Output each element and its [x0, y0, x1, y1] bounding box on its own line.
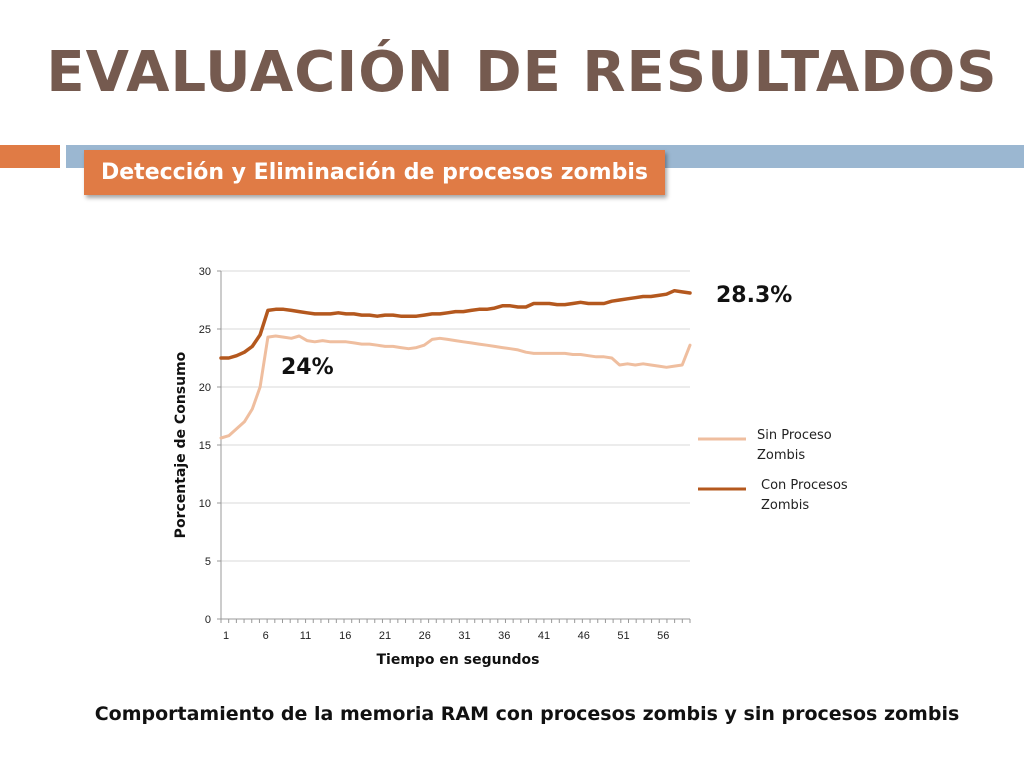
y-axis-title: Porcentaje de Consumo	[173, 351, 189, 538]
x-tick-label: 26	[419, 630, 431, 642]
chart-caption: Comportamiento de la memoria RAM con pro…	[94, 703, 960, 725]
x-tick-label: 16	[339, 630, 351, 642]
legend-label: Con Procesos Zombis	[761, 478, 848, 513]
series-lines	[219, 288, 692, 440]
value-annotation: 24%	[281, 355, 334, 380]
y-tick-label: 10	[199, 498, 211, 510]
x-tick-label: 41	[538, 630, 550, 642]
value-annotation: 28.3%	[716, 283, 792, 308]
subtitle-banner: Detección y Eliminación de procesos zomb…	[84, 150, 665, 195]
x-tick-label: 36	[498, 630, 510, 642]
subtitle-text: Detección y Eliminación de procesos zomb…	[101, 160, 648, 185]
axis-labels: Tiempo en segundos Porcentaje de Consumo	[173, 351, 540, 668]
x-tick-label: 31	[458, 630, 470, 642]
x-tick-label: 11	[300, 630, 311, 642]
annotations: 24% 28.3%	[281, 283, 792, 380]
y-tick-label: 0	[205, 614, 211, 626]
slide-title: EVALUACIÓN DE RESULTADOS	[46, 40, 998, 105]
y-tick-label: 25	[199, 324, 211, 336]
y-tick-label: 30	[199, 266, 211, 278]
legend: Sin Proceso Zombis Con Procesos Zombis	[698, 428, 848, 513]
y-tick-label: 5	[205, 556, 211, 568]
y-tick-label: 15	[199, 440, 211, 452]
x-tick-label: 6	[263, 630, 269, 642]
x-tick-label: 46	[578, 630, 590, 642]
series-line	[219, 288, 692, 360]
gridlines	[221, 270, 690, 562]
x-tick-label: 51	[617, 630, 629, 642]
x-axis-title: Tiempo en segundos	[376, 652, 539, 668]
legend-label: Sin Proceso Zombis	[757, 428, 832, 463]
x-tick-label: 21	[379, 630, 391, 642]
x-tick-label: 1	[223, 630, 229, 642]
y-tick-label: 20	[199, 382, 211, 394]
series-line	[219, 334, 692, 440]
left-accent-bar	[0, 145, 60, 168]
x-tick-label: 56	[657, 630, 669, 642]
